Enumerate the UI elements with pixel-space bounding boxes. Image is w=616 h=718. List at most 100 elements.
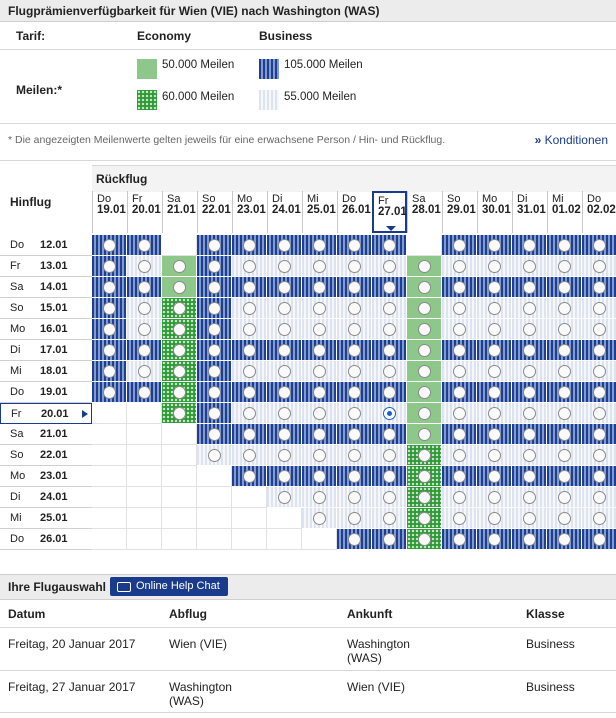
fare-cell-business_55000[interactable] — [302, 298, 337, 319]
return-date-header[interactable]: Do 02.02 — [582, 191, 616, 233]
fare-cell-business_55000[interactable] — [337, 319, 372, 340]
fare-cell-economy_50000[interactable] — [407, 256, 442, 277]
fare-cell-business_105000[interactable] — [477, 235, 512, 256]
fare-cell-business_55000[interactable] — [372, 256, 407, 277]
radio-icon[interactable] — [208, 281, 221, 294]
fare-cell-business_55000[interactable] — [477, 256, 512, 277]
fare-cell-business_55000[interactable] — [442, 508, 477, 529]
radio-icon[interactable] — [453, 260, 466, 273]
radio-icon[interactable] — [418, 407, 431, 420]
radio-icon[interactable] — [383, 323, 396, 336]
fare-cell-economy_60000[interactable] — [407, 445, 442, 466]
fare-cell-business_55000[interactable] — [127, 298, 162, 319]
radio-icon[interactable] — [243, 302, 256, 315]
radio-icon[interactable] — [453, 344, 466, 357]
radio-icon[interactable] — [453, 302, 466, 315]
fare-cell-business_105000[interactable] — [232, 466, 267, 487]
radio-icon[interactable] — [138, 260, 151, 273]
fare-cell-business_55000[interactable] — [512, 508, 547, 529]
outbound-date-row-header[interactable]: Do 12.01 — [0, 235, 92, 256]
radio-icon[interactable] — [593, 386, 606, 399]
fare-cell-business_105000[interactable] — [232, 382, 267, 403]
fare-cell-business_105000[interactable] — [197, 403, 232, 424]
fare-cell-economy_50000[interactable] — [407, 424, 442, 445]
fare-cell-business_55000[interactable] — [232, 361, 267, 382]
radio-icon[interactable] — [103, 302, 116, 315]
radio-icon[interactable] — [208, 386, 221, 399]
radio-icon[interactable] — [173, 407, 186, 420]
radio-icon[interactable] — [278, 344, 291, 357]
fare-cell-business_105000[interactable] — [512, 277, 547, 298]
fare-cell-business_55000[interactable] — [302, 403, 337, 424]
fare-cell-business_105000[interactable] — [92, 361, 127, 382]
radio-icon[interactable] — [558, 533, 571, 546]
radio-icon[interactable] — [558, 323, 571, 336]
radio-icon[interactable] — [558, 365, 571, 378]
fare-cell-business_55000[interactable] — [337, 256, 372, 277]
radio-icon[interactable] — [558, 407, 571, 420]
fare-cell-business_105000[interactable] — [582, 235, 616, 256]
outbound-date-row-header[interactable]: Sa 21.01 — [0, 424, 92, 445]
fare-cell-business_105000[interactable] — [92, 235, 127, 256]
fare-cell-business_105000[interactable] — [512, 466, 547, 487]
fare-cell-business_105000[interactable] — [442, 466, 477, 487]
radio-icon[interactable] — [313, 344, 326, 357]
fare-cell-business_55000[interactable] — [512, 319, 547, 340]
radio-icon[interactable] — [418, 281, 431, 294]
fare-cell-business_55000[interactable] — [267, 403, 302, 424]
radio-icon[interactable] — [278, 281, 291, 294]
radio-icon[interactable] — [348, 428, 361, 441]
fare-cell-business_105000[interactable] — [197, 277, 232, 298]
fare-cell-business_55000[interactable] — [547, 403, 582, 424]
radio-icon[interactable] — [453, 407, 466, 420]
radio-icon[interactable] — [208, 323, 221, 336]
radio-icon[interactable] — [418, 449, 431, 462]
fare-cell-business_55000[interactable] — [337, 298, 372, 319]
radio-icon[interactable] — [173, 344, 186, 357]
radio-icon[interactable] — [523, 470, 536, 483]
radio-icon[interactable] — [488, 323, 501, 336]
radio-icon[interactable] — [278, 365, 291, 378]
radio-icon[interactable] — [383, 344, 396, 357]
radio-icon[interactable] — [383, 386, 396, 399]
fare-cell-business_105000[interactable] — [92, 340, 127, 361]
fare-cell-business_55000[interactable] — [582, 508, 616, 529]
radio-icon[interactable] — [488, 344, 501, 357]
fare-cell-business_105000[interactable] — [127, 340, 162, 361]
radio-icon[interactable] — [523, 239, 536, 252]
radio-icon[interactable] — [558, 302, 571, 315]
fare-cell-economy_60000[interactable] — [407, 529, 442, 550]
return-date-header[interactable]: Mi 01.02 — [547, 191, 582, 233]
konditionen-link[interactable]: » Konditionen — [535, 133, 608, 147]
radio-icon[interactable] — [558, 491, 571, 504]
fare-cell-business_105000[interactable] — [477, 529, 512, 550]
radio-icon[interactable] — [208, 365, 221, 378]
fare-cell-economy_50000[interactable] — [407, 382, 442, 403]
radio-icon[interactable] — [593, 281, 606, 294]
fare-cell-business_105000[interactable] — [267, 424, 302, 445]
radio-icon[interactable] — [488, 449, 501, 462]
fare-cell-business_55000[interactable] — [337, 445, 372, 466]
radio-icon[interactable] — [243, 407, 256, 420]
radio-icon[interactable] — [383, 428, 396, 441]
radio-icon[interactable] — [418, 512, 431, 525]
return-date-header[interactable]: So 22.01 — [197, 191, 232, 233]
radio-icon[interactable] — [208, 428, 221, 441]
fare-cell-business_55000[interactable] — [512, 403, 547, 424]
fare-cell-business_105000[interactable] — [197, 340, 232, 361]
radio-icon[interactable] — [313, 449, 326, 462]
radio-icon[interactable] — [208, 239, 221, 252]
radio-icon[interactable] — [278, 323, 291, 336]
fare-cell-business_55000[interactable] — [442, 361, 477, 382]
fare-cell-business_55000[interactable] — [547, 319, 582, 340]
radio-icon[interactable] — [243, 323, 256, 336]
return-date-header[interactable]: Mi 25.01 — [302, 191, 337, 233]
fare-cell-business_55000[interactable] — [582, 298, 616, 319]
outbound-date-row-header[interactable]: Di 17.01 — [0, 340, 92, 361]
return-date-header[interactable]: Do 19.01 — [92, 191, 127, 233]
radio-icon[interactable] — [313, 281, 326, 294]
fare-cell-business_105000[interactable] — [127, 277, 162, 298]
fare-cell-business_55000[interactable] — [477, 508, 512, 529]
radio-icon[interactable] — [418, 302, 431, 315]
radio-icon[interactable] — [348, 323, 361, 336]
